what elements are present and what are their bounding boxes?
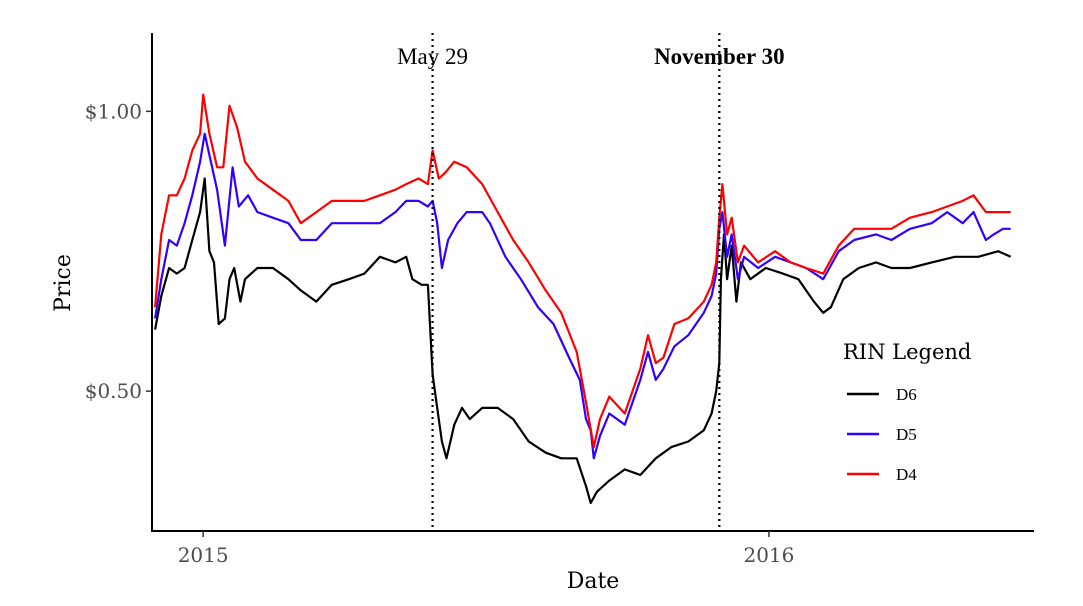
- x-axis-title: Date: [567, 569, 620, 594]
- y-tick-label: $1.00: [85, 99, 142, 123]
- series-line-d6: [154, 177, 1012, 505]
- legend-label-d4: D4: [896, 465, 917, 484]
- x-tick-label: 2015: [178, 543, 229, 567]
- y-tick-label: $0.50: [85, 379, 142, 403]
- legend-items: D6 D5 D4: [847, 385, 917, 484]
- series-layer: [154, 93, 1012, 505]
- series-line-d4: [154, 93, 1011, 449]
- legend-title: RIN Legend: [843, 340, 971, 364]
- legend-label-d6: D6: [896, 385, 917, 404]
- annotation-layer: May 29 November 30: [397, 33, 785, 531]
- legend: RIN Legend D6 D5 D4: [843, 340, 971, 484]
- legend-label-d5: D5: [896, 425, 917, 444]
- annotation-label-1: May 29: [397, 44, 468, 69]
- series-line-d5: [154, 132, 1011, 460]
- y-axis-title: Price: [51, 254, 76, 312]
- tick-layer: $1.00 $0.50 2015 2016: [85, 99, 795, 567]
- x-tick-label: 2016: [743, 543, 794, 567]
- annotation-label-2: November 30: [654, 44, 785, 69]
